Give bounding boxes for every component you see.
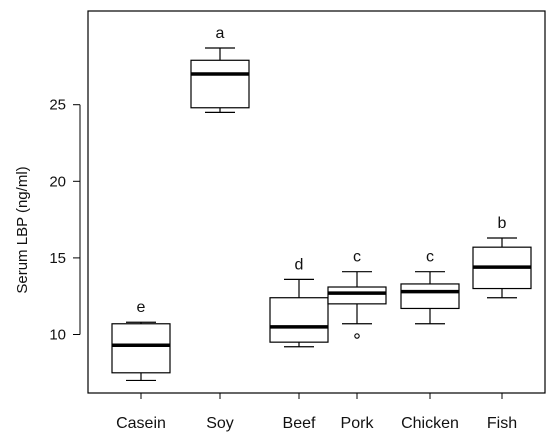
significance-letter: d: [295, 256, 304, 273]
x-tick-label: Beef: [283, 415, 316, 432]
y-tick-label: 15: [49, 250, 66, 267]
x-tick-label: Chicken: [401, 415, 459, 432]
box-casein: e: [111, 299, 171, 382]
y-tick-label: 25: [49, 97, 66, 114]
significance-letter: b: [498, 215, 507, 232]
box-iqr: [111, 323, 171, 374]
x-tick-label: Casein: [116, 415, 166, 432]
box-pork: c: [327, 249, 387, 339]
box-iqr: [269, 297, 329, 343]
x-axis: Casein Soy Beef Pork Chicken Fish: [116, 393, 517, 432]
box-beef: d: [269, 256, 329, 348]
outlier-point: [354, 333, 360, 339]
significance-letter: c: [353, 249, 361, 266]
y-tick-label: 20: [49, 173, 66, 190]
box-iqr: [327, 286, 387, 305]
significance-letter: a: [216, 25, 225, 42]
significance-letter: c: [426, 249, 434, 266]
y-axis: 10 15 20 25: [49, 97, 81, 344]
significance-letter: e: [137, 299, 146, 316]
plot-frame: [87, 10, 546, 394]
box-fish: b: [472, 215, 532, 299]
box-soy: a: [190, 25, 250, 113]
x-tick-label: Soy: [206, 415, 234, 432]
box-series: e a d c c b: [111, 25, 532, 382]
y-axis-label: Serum LBP (ng/ml): [14, 166, 31, 293]
x-tick-label: Pork: [341, 415, 375, 432]
box-iqr: [190, 59, 250, 109]
x-tick-label: Fish: [487, 415, 517, 432]
box-iqr: [400, 283, 460, 310]
box-chicken: c: [400, 249, 460, 325]
y-tick-label: 10: [49, 327, 66, 344]
